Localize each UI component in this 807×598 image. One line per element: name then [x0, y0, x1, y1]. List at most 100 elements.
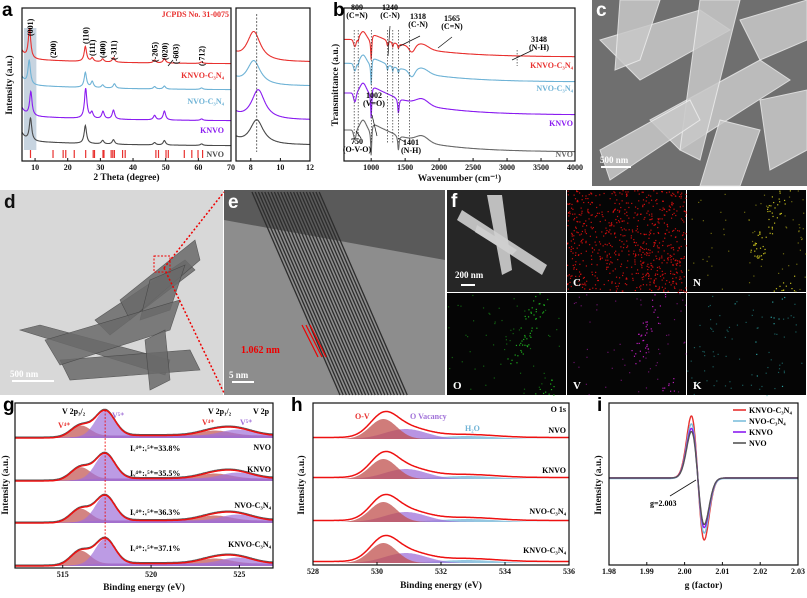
eds-dot — [790, 282, 792, 284]
eds-dot — [523, 338, 525, 341]
eds-dot — [804, 276, 806, 278]
eds-dot — [640, 304, 642, 306]
eds-dot — [620, 218, 622, 220]
eds-dot — [590, 255, 593, 257]
eds-dot — [610, 233, 612, 235]
eds-dot — [670, 235, 672, 237]
eds-dot — [578, 275, 581, 277]
eds-dot — [664, 237, 666, 239]
raw-spectrum — [15, 451, 274, 481]
eds-dot — [766, 208, 769, 210]
eds-dot — [641, 334, 643, 336]
eds-dot — [592, 226, 595, 229]
eds-dot — [648, 274, 650, 276]
eds-dot — [695, 381, 697, 383]
eds-dot — [576, 190, 578, 193]
eds-dot — [792, 219, 794, 221]
eds-dot — [622, 274, 624, 277]
eds-dot — [615, 276, 618, 278]
eds-dot — [648, 371, 650, 373]
eds-dot — [651, 299, 654, 301]
eds-dot — [736, 301, 738, 303]
eds-dot — [569, 281, 571, 284]
eds-dot — [567, 275, 569, 277]
eds-dot — [636, 342, 638, 345]
eds-dot — [657, 288, 659, 291]
eds-dot — [649, 281, 651, 283]
sem-image: 500 nm c — [592, 0, 807, 187]
eds-dot — [650, 328, 652, 330]
eds-dot — [671, 213, 674, 216]
eds-dot — [755, 204, 757, 206]
eds-dot — [663, 290, 665, 293]
xps-o-tick-label: 530 — [371, 567, 383, 576]
eds-dot — [805, 253, 807, 255]
eds-dot — [638, 342, 640, 345]
eds-dot — [685, 353, 687, 355]
eds-dot — [608, 263, 611, 265]
scale-bar-label: 5 nm — [229, 370, 249, 380]
eds-dot — [653, 311, 655, 313]
eds-dot — [770, 205, 772, 207]
eds-dot — [646, 212, 648, 214]
eds-dot — [671, 203, 673, 205]
eds-dot — [783, 289, 785, 291]
eds-dot — [771, 226, 773, 228]
eds-dot — [774, 333, 776, 335]
eds-dot — [657, 218, 659, 220]
eds-dot — [524, 344, 526, 346]
eds-dot — [567, 225, 569, 227]
eds-dot — [659, 257, 661, 259]
eds-dot — [725, 219, 727, 221]
eds-dot — [657, 322, 660, 324]
eds-dot — [677, 230, 679, 232]
eds-dot — [576, 190, 578, 192]
eds-dot — [617, 209, 619, 211]
eds-dot — [626, 245, 629, 247]
eds-dot — [680, 270, 682, 272]
eds-dot — [614, 202, 616, 205]
eds-dot — [596, 206, 598, 209]
eds-dot — [647, 272, 649, 275]
eds-dot — [778, 198, 780, 200]
eds-dot — [771, 228, 773, 230]
eds-dot — [656, 270, 658, 272]
eds-dot — [611, 262, 613, 264]
eds-dot — [784, 215, 786, 217]
eds-dot — [611, 193, 613, 195]
eds-dot — [578, 296, 580, 298]
eds-dot — [611, 224, 613, 226]
eds-dot — [589, 235, 591, 237]
eds-dot — [542, 392, 545, 395]
eds-dot — [676, 262, 679, 264]
eds-dot — [638, 200, 640, 202]
eds-dot — [568, 212, 570, 214]
eds-dot — [802, 228, 804, 230]
eds-dot — [681, 257, 683, 260]
eds-dot — [656, 198, 658, 201]
eds-dot — [753, 275, 755, 277]
zoom-line — [163, 191, 225, 269]
lattice-fringe — [264, 191, 354, 396]
lattice-fringe — [257, 191, 347, 396]
hrtem-dark-region — [224, 190, 445, 260]
eds-dot — [685, 193, 687, 196]
eds-dot — [668, 205, 671, 207]
eds-dot — [685, 212, 687, 214]
eds-dot — [702, 350, 704, 353]
eds-dot — [637, 272, 639, 275]
eds-dot — [614, 282, 617, 284]
eds-dot — [594, 275, 596, 277]
eds-dot — [662, 240, 664, 242]
eds-dot — [571, 203, 573, 206]
eds-dot — [676, 264, 678, 266]
eds-dot — [778, 272, 780, 275]
eds-dot — [646, 252, 648, 254]
nanobelt — [44, 299, 181, 366]
eds-dot — [637, 231, 639, 233]
eds-dot — [761, 237, 763, 239]
tem-image: 500 nm d — [0, 190, 223, 395]
eds-dot — [702, 220, 704, 222]
hkl-label: (-205) — [151, 42, 160, 62]
ftir-annotation-assign: (N-H) — [529, 43, 549, 52]
